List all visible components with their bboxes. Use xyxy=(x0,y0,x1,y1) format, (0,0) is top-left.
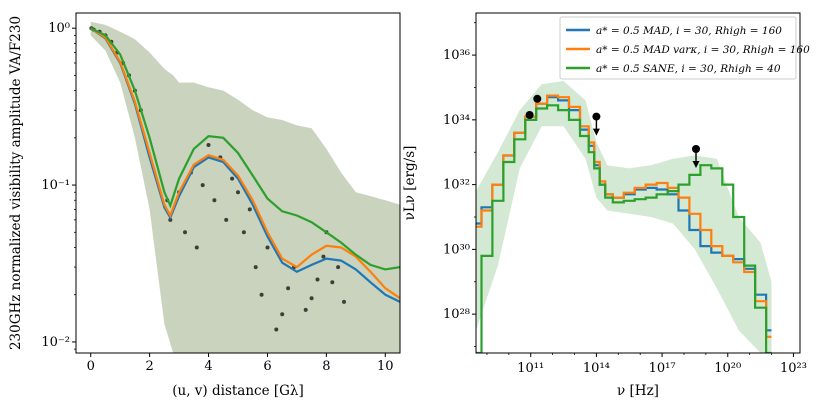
left-observation-point xyxy=(183,230,187,235)
right-y-tick-label: 10³⁰ xyxy=(443,242,470,257)
left-x-tick-label: 2 xyxy=(145,359,153,374)
left-y-tick-label: 10⁰ xyxy=(48,21,70,36)
left-observation-point xyxy=(274,327,279,332)
left-observation-point xyxy=(330,280,335,285)
left-x-tick-label: 8 xyxy=(322,359,330,374)
left-x-tick-label: 10 xyxy=(377,359,394,374)
left-x-axis-label: (u, v) distance [Gλ] xyxy=(172,383,304,399)
left-plot-area xyxy=(89,21,400,353)
left-series-line-1 xyxy=(90,27,400,300)
left-observation-point xyxy=(280,312,285,317)
left-observation-point xyxy=(265,245,270,250)
right-x-tick-label: 10¹⁷ xyxy=(649,361,676,376)
left-y-tick-label: 10⁻² xyxy=(41,335,70,350)
right-x-ticks: 10¹¹ 10¹⁴ 10¹⁷ 10²⁰ 10²³ xyxy=(486,353,807,376)
legend-label-2: a* = 0.5 SANE, i = 30, Rhigh = 40 xyxy=(596,63,781,75)
left-observation-point xyxy=(224,217,229,222)
right-observation-point xyxy=(533,94,542,103)
left-observation-point xyxy=(309,296,314,301)
left-observation-point xyxy=(342,299,346,304)
left-observation-point xyxy=(247,207,252,212)
left-observation-point xyxy=(259,292,264,297)
left-x-ticks: 0 2 4 6 8 10 xyxy=(87,353,394,374)
right-y-tick-label: 10³⁴ xyxy=(443,113,470,128)
right-y-ticks: 10²⁸ 10³⁰ 10³² 10³⁴ 10³⁶ xyxy=(443,22,476,347)
left-series-line-2 xyxy=(90,27,400,271)
right-x-axis-label: ν [Hz] xyxy=(617,383,659,399)
right-x-tick-label: 10¹¹ xyxy=(517,361,544,376)
left-observation-point xyxy=(212,198,217,203)
right-observation-point xyxy=(525,111,534,119)
left-observation-point xyxy=(200,183,205,188)
right-panel: 10¹¹ 10¹⁴ 10¹⁷ 10²⁰ 10²³ 10²⁸ 10³⁰ 10³² 10³⁴ 10³… xyxy=(402,12,810,399)
left-x-tick-label: 6 xyxy=(263,359,271,374)
legend-label-0: a* = 0.5 MAD, i = 30, Rhigh = 160 xyxy=(596,25,782,37)
right-legend: a* = 0.5 MAD, i = 30, Rhigh = 160 a* = 0.… xyxy=(559,16,810,80)
right-y-tick-label: 10³⁶ xyxy=(443,48,470,63)
left-x-tick-label: 4 xyxy=(204,359,212,374)
left-observation-point xyxy=(230,176,235,181)
left-observation-point xyxy=(336,265,341,270)
left-x-tick-label: 0 xyxy=(87,359,95,374)
right-x-tick-label: 10²⁰ xyxy=(714,361,741,376)
legend-box xyxy=(559,16,797,80)
left-y-ticks: 10⁻² 10⁻¹ 10⁰ xyxy=(41,21,76,350)
right-x-tick-label: 10¹⁴ xyxy=(583,361,610,376)
left-observation-point xyxy=(321,254,326,259)
left-observation-point xyxy=(194,245,199,250)
right-uncertainty-band xyxy=(476,81,772,353)
right-y-tick-label: 10²⁸ xyxy=(443,307,470,322)
right-observation-point xyxy=(592,112,601,121)
legend-label-1: a* = 0.5 MAD varκ, i = 30, Rhigh = 160 xyxy=(596,44,810,56)
left-observation-point xyxy=(168,217,173,222)
left-observation-point xyxy=(315,277,320,282)
left-observation-point xyxy=(303,307,308,312)
left-observation-point xyxy=(206,143,211,147)
left-y-tick-label: 10⁻¹ xyxy=(41,178,70,193)
right-axes-frame xyxy=(475,12,801,354)
left-observation-point xyxy=(236,190,240,195)
right-y-tick-label: 10³² xyxy=(443,178,470,193)
left-observation-point xyxy=(286,286,291,291)
left-axes-frame xyxy=(75,12,401,354)
left-y-axis-label: 230GHz normalized visibility amplitude V… xyxy=(8,16,24,350)
right-y-axis-label: νLν [erg/s] xyxy=(402,146,418,221)
right-upper-limit-arrow-head xyxy=(592,128,600,136)
right-upper-limit-arrow-head xyxy=(692,161,700,168)
right-series-line-2 xyxy=(476,104,772,353)
left-observation-point xyxy=(253,265,258,270)
right-x-tick-label: 10²³ xyxy=(780,361,807,376)
right-plot-area xyxy=(476,81,772,353)
left-observation-point xyxy=(241,230,246,235)
